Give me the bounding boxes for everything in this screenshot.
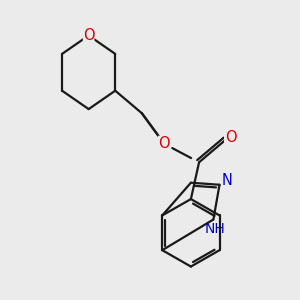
Text: N: N [221, 173, 232, 188]
Text: O: O [83, 28, 94, 43]
Text: NH: NH [205, 221, 226, 236]
Text: O: O [158, 136, 170, 152]
Text: O: O [225, 130, 236, 145]
